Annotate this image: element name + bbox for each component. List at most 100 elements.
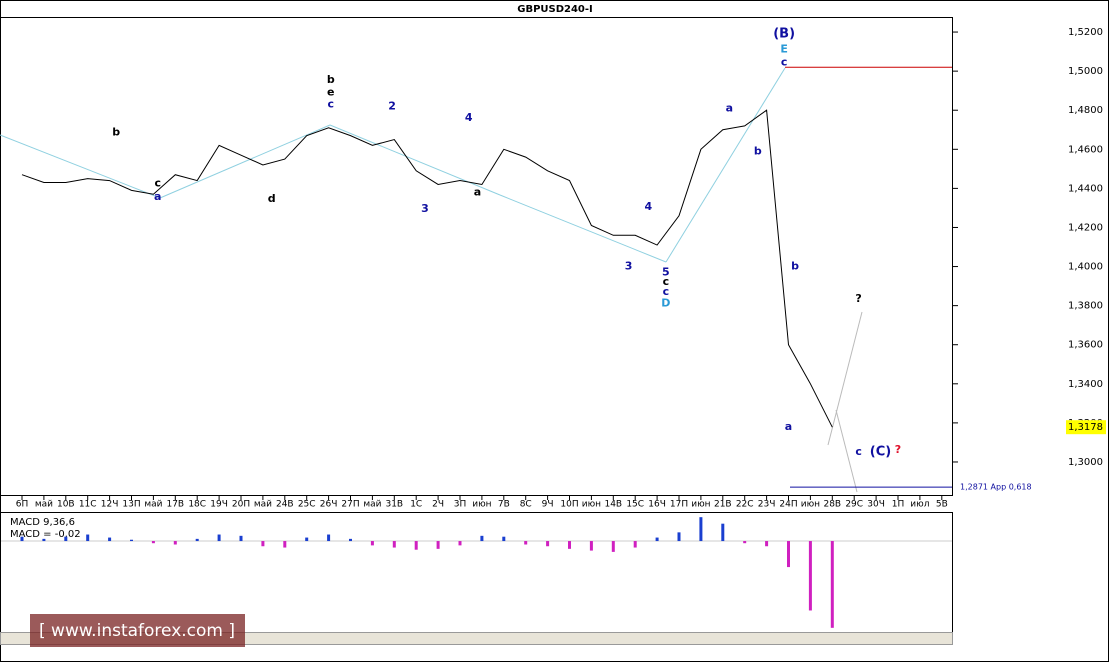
wave-label: 3 [421, 202, 429, 215]
x-tick-label: 12Ч [101, 500, 119, 510]
x-tick-label: 10П [560, 500, 578, 510]
macd-bar [349, 538, 352, 542]
wave-label: 2 [388, 99, 396, 112]
x-tick-label: 22С [736, 500, 754, 510]
y-tick-label: 1,3400 [1068, 379, 1103, 390]
x-tick-label: май [254, 500, 272, 510]
wave-label: c [781, 55, 788, 68]
macd-bar [370, 541, 374, 546]
y-tick-label: 1,4600 [1068, 144, 1103, 155]
x-tick-label: июн [582, 500, 601, 510]
x-tick-label: 31В [385, 500, 403, 510]
x-tick-label: 6П [16, 500, 29, 510]
macd-bar [699, 517, 703, 542]
y-tick-label: 1,4800 [1068, 105, 1103, 116]
x-tick-label: 5В [936, 500, 948, 510]
macd-bar [305, 537, 309, 542]
wave-label: (C) [870, 445, 891, 460]
macd-bar [64, 536, 68, 542]
x-tick-label: 10В [57, 500, 75, 510]
macd-bar [830, 541, 834, 628]
wave-label: b [754, 144, 762, 157]
x-tick-label: 14В [604, 500, 622, 510]
wave-label: a [726, 101, 733, 114]
y-tick-label: 1,4200 [1068, 222, 1103, 233]
x-tick-label: 17В [166, 500, 184, 510]
price-panel [0, 17, 953, 496]
macd-bar [524, 541, 528, 545]
macd-bar [261, 541, 265, 547]
x-tick-label: май [144, 500, 162, 510]
wave-label: ? [895, 443, 901, 456]
macd-bar [633, 541, 637, 548]
wave-label: c [328, 97, 335, 110]
x-tick-label: 24В [276, 500, 294, 510]
macd-bar [327, 534, 331, 542]
wave-label: e [327, 86, 334, 99]
x-tick-label: 17П [670, 500, 688, 510]
macd-title: MACD 9,36,6 [10, 517, 75, 528]
y-tick-label: 1,3800 [1068, 301, 1103, 312]
x-tick-label: 25С [298, 500, 316, 510]
x-tick-label: 1С [410, 500, 422, 510]
x-tick-label: июл [910, 500, 929, 510]
wave-label: a [785, 420, 792, 433]
x-tick-label: 15С [626, 500, 644, 510]
x-tick-label: 29С [845, 500, 863, 510]
x-tick-label: 11С [79, 500, 97, 510]
macd-bar [743, 541, 747, 544]
macd-bar [677, 532, 681, 542]
macd-bar [151, 541, 155, 544]
watermark: [ www.instaforex.com ] [39, 621, 235, 641]
x-tick-label: 24П [779, 500, 797, 510]
x-tick-label: 21В [714, 500, 732, 510]
macd-bar [130, 539, 133, 542]
macd-bar [787, 541, 790, 568]
macd-bar [42, 538, 46, 542]
x-tick-label: июн [472, 500, 491, 510]
x-tick-label: июн [801, 500, 820, 510]
x-tick-label: 13П [122, 500, 140, 510]
macd-bar [765, 541, 769, 547]
wave-label: E [780, 43, 788, 56]
wave-label: a [474, 185, 481, 198]
trend-lines [0, 67, 786, 263]
y-tick-label: 1,4000 [1068, 262, 1103, 273]
macd-bar [108, 537, 112, 542]
wave-label: b [112, 126, 120, 139]
y-tick-label: 1,3600 [1068, 340, 1103, 351]
level-label: 1,2871 App 0,618 [960, 483, 1032, 492]
macd-bar [502, 536, 506, 542]
macd-bar [589, 541, 593, 551]
macd-bar [436, 541, 440, 549]
x-tick-label: 2Ч [432, 500, 444, 510]
wave-label: c [663, 285, 670, 298]
wave-label: ? [855, 292, 861, 305]
x-tick-label: 9Ч [542, 500, 554, 510]
current-price-box [1066, 420, 1106, 435]
x-tick-label: май [35, 500, 53, 510]
macd-bar [217, 534, 221, 542]
macd-bar [20, 536, 24, 542]
macd-bar [173, 541, 177, 545]
x-tick-label: 1П [892, 500, 905, 510]
x-tick-label: 16Ч [648, 500, 666, 510]
x-tick-label: 27П [341, 500, 359, 510]
x-tick-label: 30Ч [867, 500, 885, 510]
macd-bar [568, 541, 571, 549]
macd-bar [392, 541, 396, 548]
x-tick-label: 7В [498, 500, 510, 510]
x-tick-label: 8С [520, 500, 532, 510]
macd-bar [611, 541, 615, 552]
macd-bar [546, 541, 550, 547]
wave-label: c [663, 275, 670, 288]
x-tick-label: 3П [454, 500, 467, 510]
wave-label: 4 [465, 111, 473, 124]
wave-label: c [155, 176, 162, 189]
y-tick-label: 1,3000 [1068, 457, 1103, 468]
x-tick-label: май [363, 500, 381, 510]
wave-label: b [791, 260, 799, 273]
wave-label: (B) [773, 27, 795, 42]
